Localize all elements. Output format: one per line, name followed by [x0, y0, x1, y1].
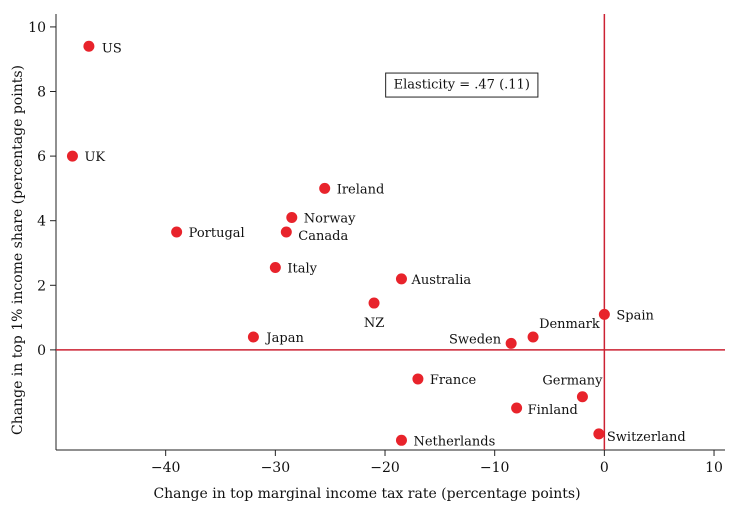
point-label-spain: Spain	[616, 308, 654, 323]
point-denmark	[527, 331, 539, 343]
point-label-germany: Germany	[542, 374, 603, 389]
elasticity-annotation: Elasticity = .47 (.11)	[385, 72, 539, 98]
point-label-sweden: Sweden	[449, 332, 502, 347]
point-ireland	[319, 182, 331, 194]
point-portugal	[171, 226, 183, 238]
point-label-australia: Australia	[410, 273, 471, 288]
tick-layer: −40 −30 −20 −10 0 10 0 2 4 6 8 10	[28, 20, 723, 476]
point-label-us: US	[102, 41, 122, 56]
point-label-japan: Japan	[264, 331, 304, 346]
point-japan	[247, 331, 259, 343]
x-tick-label: −30	[261, 460, 291, 476]
annotation-box	[385, 72, 539, 98]
data-points	[66, 40, 610, 446]
point-australia	[395, 273, 407, 285]
point-label-france: France	[430, 373, 477, 388]
x-tick-label: 10	[705, 460, 723, 476]
point-italy	[269, 262, 281, 274]
x-axis-title: Change in top marginal income tax rate (…	[153, 486, 580, 502]
point-spain	[598, 308, 610, 320]
annotation-text: Elasticity = .47 (.11)	[394, 78, 530, 93]
y-tick-label: 0	[37, 343, 46, 359]
y-tick-label: 6	[37, 149, 46, 165]
point-label-norway: Norway	[304, 211, 356, 226]
point-label-ireland: Ireland	[337, 182, 385, 197]
point-label-denmark: Denmark	[539, 317, 600, 332]
point-nz	[368, 297, 380, 309]
x-tick-label: 0	[600, 460, 609, 476]
y-axis-title: Change in top 1% income share (percentag…	[10, 65, 26, 435]
y-tick-label: 8	[37, 85, 46, 101]
y-tick-label: 2	[37, 278, 46, 294]
point-canada	[280, 226, 292, 238]
point-france	[412, 373, 424, 385]
point-netherlands	[395, 434, 407, 446]
y-tick-label: 4	[37, 214, 46, 230]
point-switzerland	[593, 428, 605, 440]
point-label-canada: Canada	[298, 229, 348, 244]
point-germany	[576, 391, 588, 403]
point-norway	[286, 211, 298, 223]
point-label-finland: Finland	[528, 403, 578, 418]
x-tick-label: −40	[151, 460, 181, 476]
x-tick-label: −10	[480, 460, 510, 476]
point-us	[83, 40, 95, 52]
point-uk	[66, 150, 78, 162]
point-label-portugal: Portugal	[189, 226, 245, 241]
point-sweden	[505, 337, 517, 349]
point-label-uk: UK	[84, 150, 105, 165]
point-labels: US UK Ireland Norway Portugal Canada Italy Aust…	[84, 41, 685, 449]
x-tick-label: −20	[370, 460, 400, 476]
point-label-netherlands: Netherlands	[413, 434, 495, 449]
point-label-italy: Italy	[287, 262, 317, 277]
reference-lines	[56, 14, 725, 450]
point-finland	[511, 402, 523, 414]
y-tick-label: 10	[28, 20, 46, 36]
point-label-switzerland: Switzerland	[607, 430, 686, 445]
point-label-nz: NZ	[364, 316, 384, 331]
axes	[55, 14, 725, 451]
